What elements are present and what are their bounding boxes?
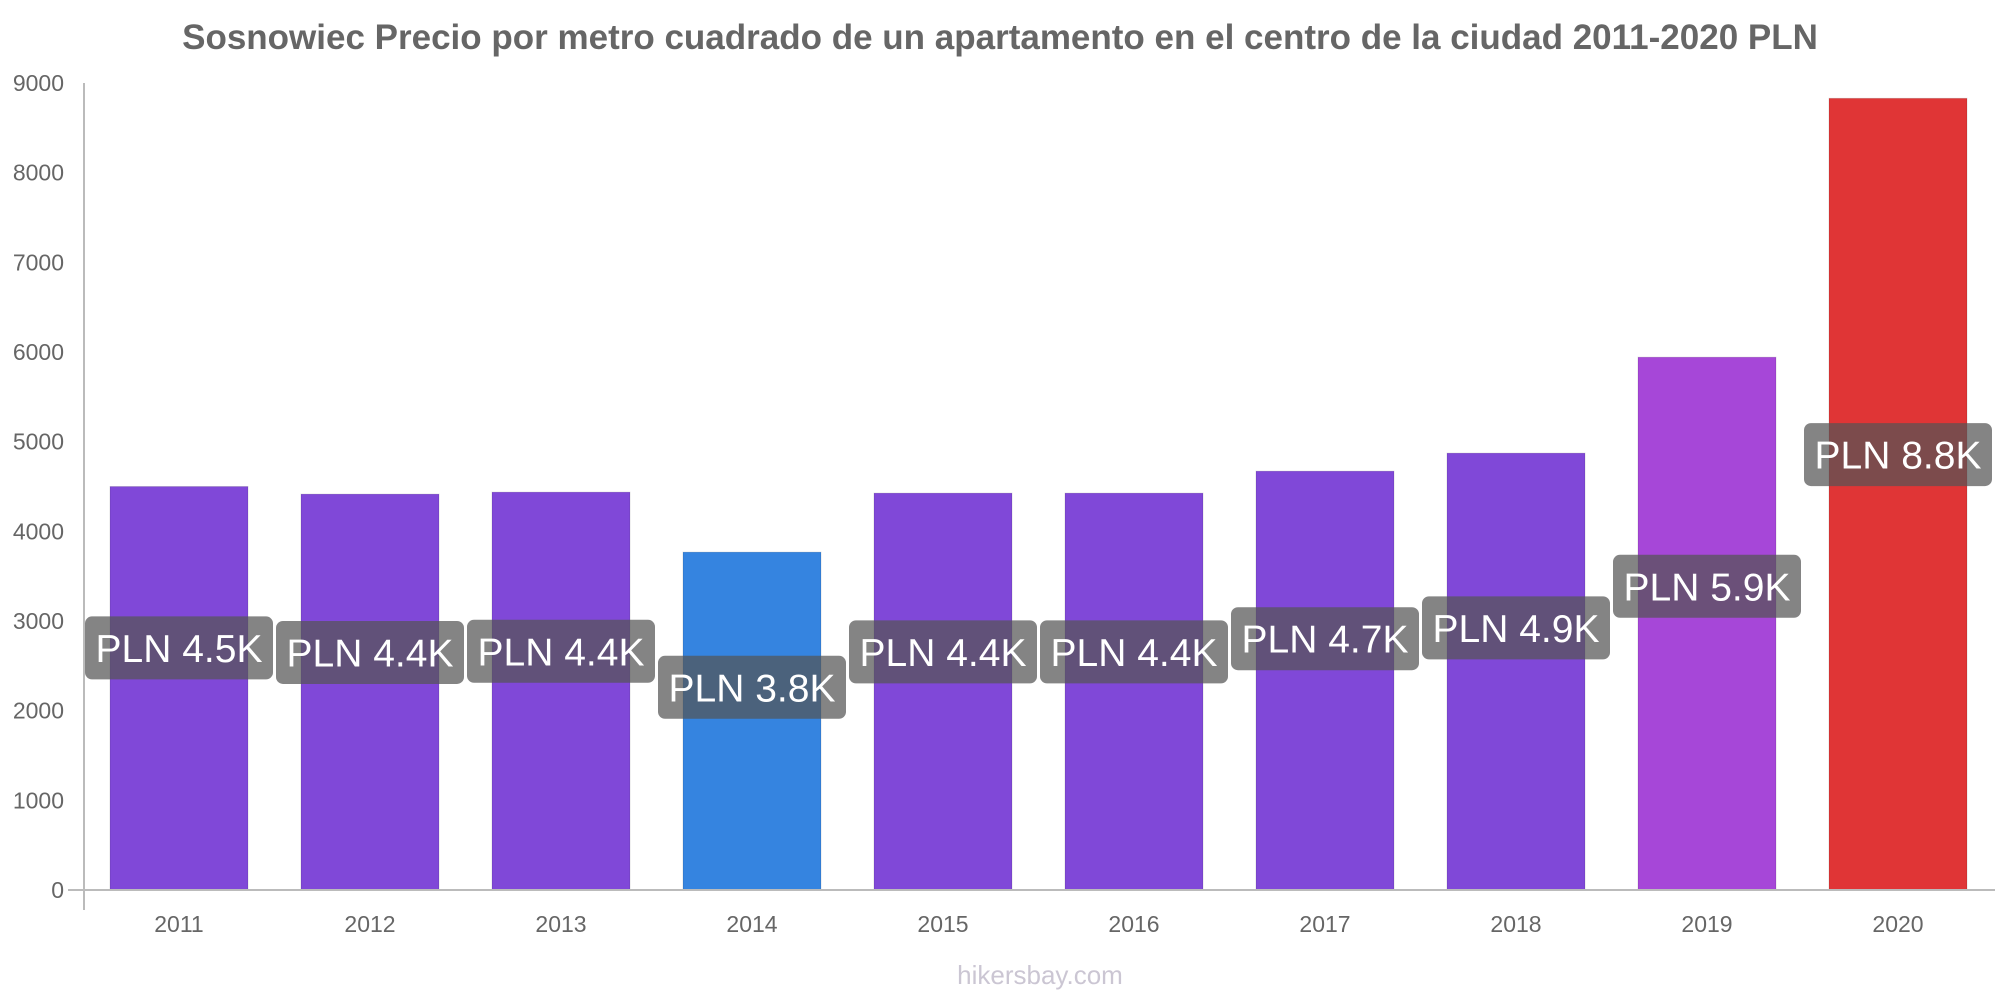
data-label-box (1804, 423, 1992, 487)
x-tick-label: 2011 (154, 911, 203, 937)
data-label: PLN 4.4K (1051, 632, 1218, 675)
data-label: PLN 4.4K (478, 631, 645, 674)
data-label-box (467, 619, 655, 683)
bar-2016 (1064, 492, 1204, 891)
bar-2015 (873, 492, 1013, 891)
data-label-box (849, 620, 1037, 684)
data-label-box (85, 616, 273, 680)
bar-2011 (109, 486, 249, 891)
bar-2013 (491, 491, 631, 891)
data-label: PLN 3.8K (669, 667, 836, 710)
bar-2014 (682, 551, 822, 891)
data-label: PLN 8.8K (1815, 435, 1982, 478)
data-label-box (1422, 596, 1610, 660)
y-tick-label: 6000 (13, 339, 64, 365)
data-label-box (276, 620, 464, 684)
data-label: PLN 4.5K (96, 628, 263, 671)
y-axis: 0 1000 2000 3000 4000 5000 6000 7000 8000 9000 (13, 70, 85, 910)
chart-title: Sosnowiec Precio por metro cuadrado de u… (182, 18, 1818, 57)
source-watermark[interactable]: hikersbay.com (957, 960, 1123, 990)
x-tick-label: 2015 (917, 911, 968, 937)
data-labels: PLN 4.5K PLN 4.4K PLN 4.4K PLN 3.8K PLN 4.4K… (85, 423, 1992, 719)
data-label-box (658, 655, 846, 719)
data-label-box (1040, 620, 1228, 684)
x-tick-label: 2012 (344, 911, 395, 937)
y-tick-label: 7000 (13, 249, 64, 275)
bar-2018 (1446, 452, 1586, 891)
data-label-box (1231, 607, 1419, 671)
data-label: PLN 4.4K (860, 632, 1027, 675)
y-tick-label: 5000 (13, 429, 64, 455)
bars (109, 97, 1968, 891)
x-tick-label: 2018 (1490, 911, 1541, 937)
data-label-box (1613, 554, 1801, 618)
data-label: PLN 4.4K (287, 632, 454, 675)
bar-2020 (1828, 97, 1968, 891)
x-tick-label: 2013 (535, 911, 586, 937)
y-tick-label: 2000 (13, 698, 64, 724)
x-tick-label: 2020 (1872, 911, 1923, 937)
bar-2017 (1255, 470, 1395, 891)
x-tick-label: 2016 (1108, 911, 1159, 937)
data-label: PLN 5.9K (1624, 566, 1791, 609)
x-axis: 2011 2012 2013 2014 2015 2016 2017 2018 2019 2020 (84, 889, 1995, 937)
y-tick-label: 8000 (13, 160, 64, 186)
x-tick-label: 2014 (726, 911, 777, 937)
x-tick-label: 2019 (1681, 911, 1732, 937)
y-tick-label: 4000 (13, 518, 64, 544)
data-label: PLN 4.9K (1433, 608, 1600, 651)
y-tick-label: 1000 (13, 787, 64, 813)
bar-2012 (300, 493, 440, 891)
data-label: PLN 4.7K (1242, 619, 1409, 662)
y-tick-label: 0 (51, 877, 64, 903)
y-tick-label: 9000 (13, 70, 64, 96)
bar-2019 (1637, 356, 1777, 891)
x-tick-label: 2017 (1299, 911, 1350, 937)
y-tick-label: 3000 (13, 608, 64, 634)
